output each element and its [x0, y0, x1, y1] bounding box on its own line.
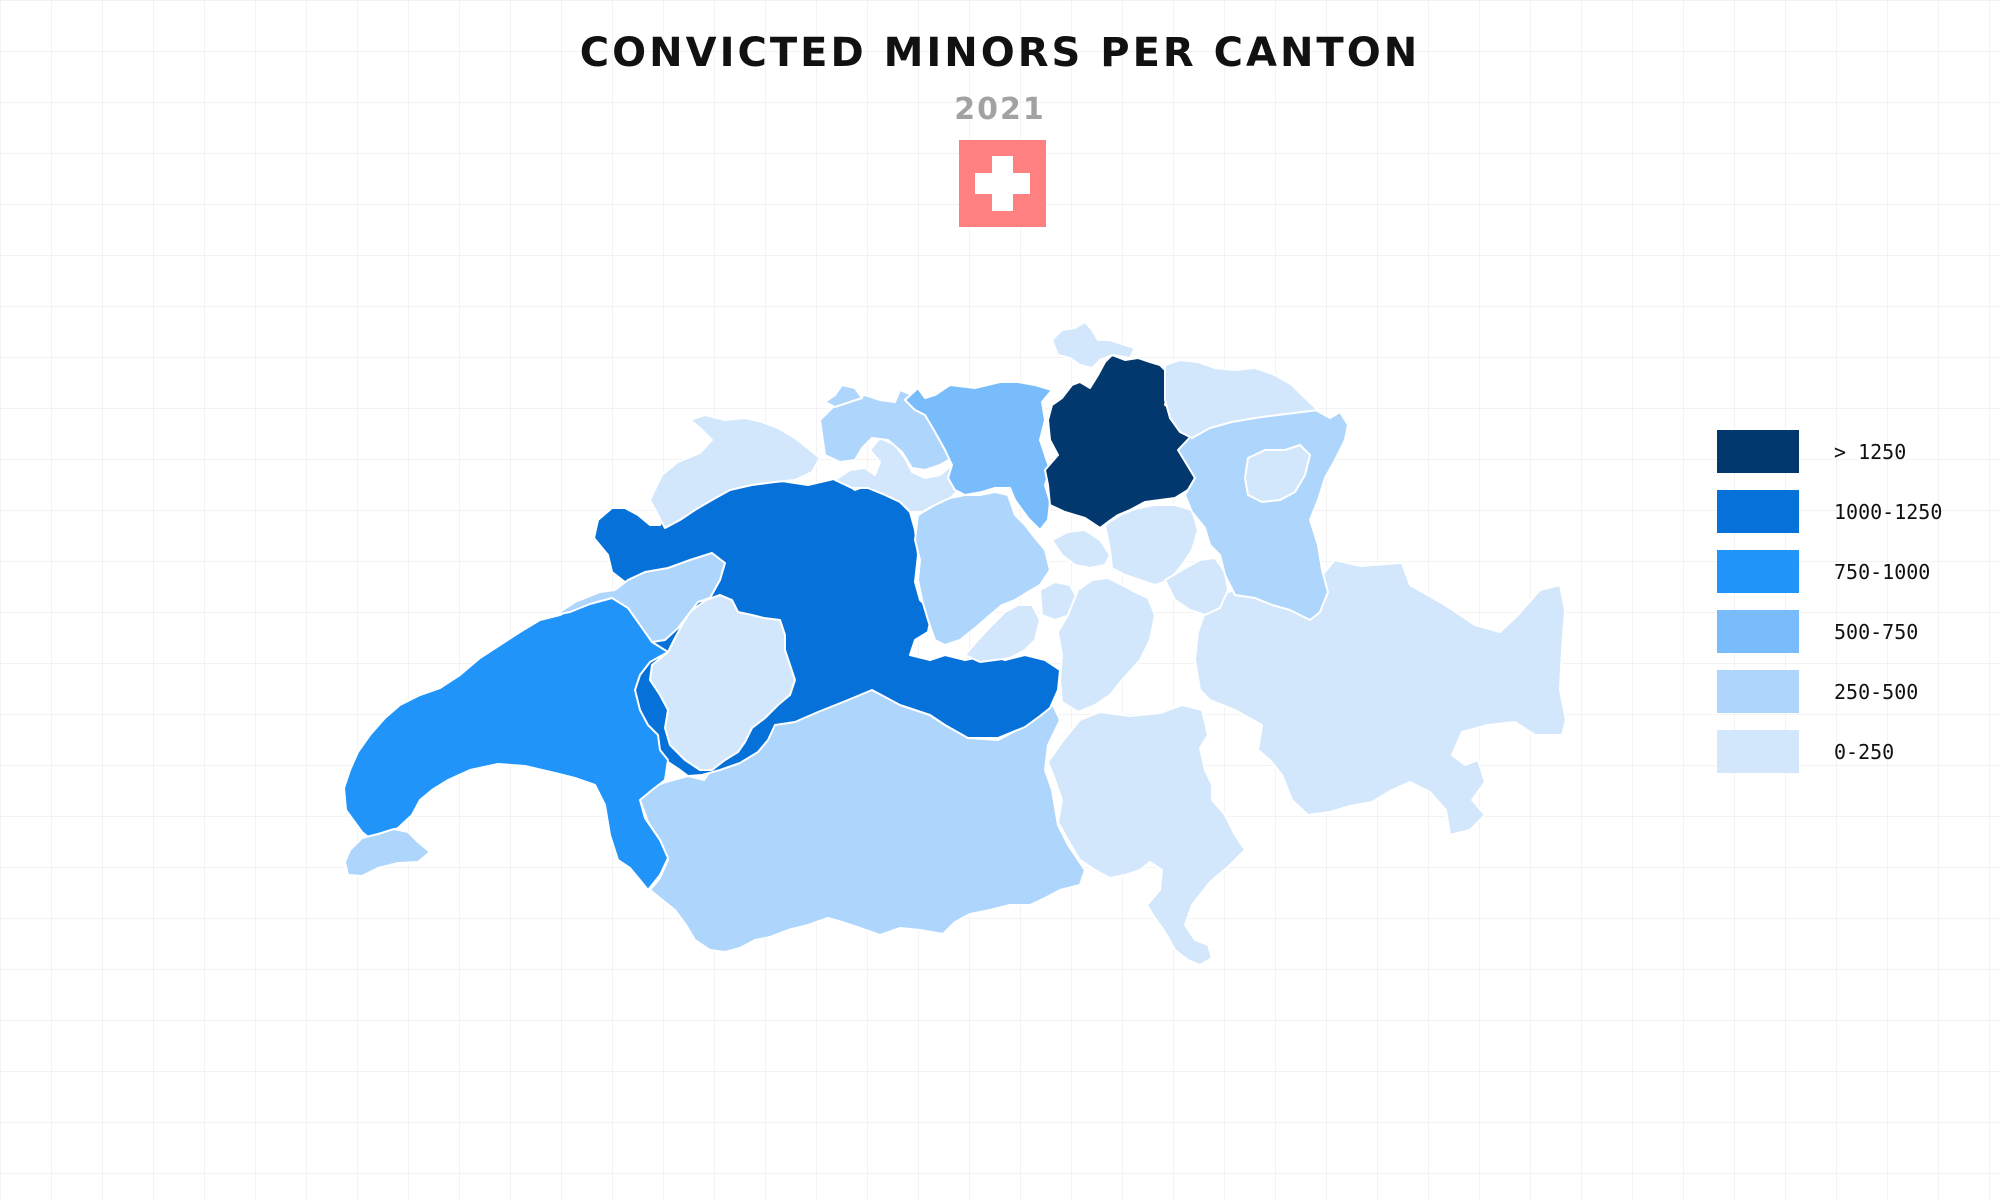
swiss-flag-icon: [959, 140, 1046, 227]
chart-subtitle: 2021: [954, 92, 1046, 127]
region-vaud[interactable]: [343, 589, 669, 891]
legend-swatch: [1717, 430, 1799, 473]
legend-label: 250-500: [1834, 680, 1919, 704]
region-basel-stadt[interactable]: [824, 384, 863, 408]
region-thurgau[interactable]: [1164, 359, 1319, 439]
region-lucerne[interactable]: [914, 491, 1051, 646]
legend-swatch: [1717, 730, 1799, 773]
chart-title: CONVICTED MINORS PER CANTON: [579, 30, 1421, 76]
legend-swatch: [1717, 670, 1799, 713]
region-uri[interactable]: [1057, 577, 1156, 713]
legend-label: 1000-1250: [1834, 500, 1943, 524]
legend-swatch: [1717, 610, 1799, 653]
legend-label: 0-250: [1834, 740, 1895, 764]
region-appenzell[interactable]: [1244, 444, 1311, 503]
region-obwalden[interactable]: [964, 604, 1041, 663]
region-fribourg[interactable]: [649, 594, 796, 771]
region-schwyz[interactable]: [1104, 504, 1199, 586]
legend-label: > 1250: [1834, 440, 1907, 464]
region-graubunden[interactable]: [1194, 559, 1567, 836]
region-glarus[interactable]: [1164, 557, 1229, 616]
legend-label: 500-750: [1834, 620, 1919, 644]
flag-cross-horizontal: [975, 173, 1030, 194]
region-jura[interactable]: [649, 414, 821, 529]
region-ticino[interactable]: [1047, 704, 1246, 966]
region-zug[interactable]: [1051, 529, 1111, 569]
region-schaffhausen[interactable]: [1051, 321, 1136, 369]
legend-label: 750-1000: [1834, 560, 1931, 584]
legend-swatch: [1717, 490, 1799, 533]
region-geneva[interactable]: [344, 828, 431, 877]
region-neuchatel[interactable]: [554, 552, 726, 643]
legend-swatch: [1717, 550, 1799, 593]
